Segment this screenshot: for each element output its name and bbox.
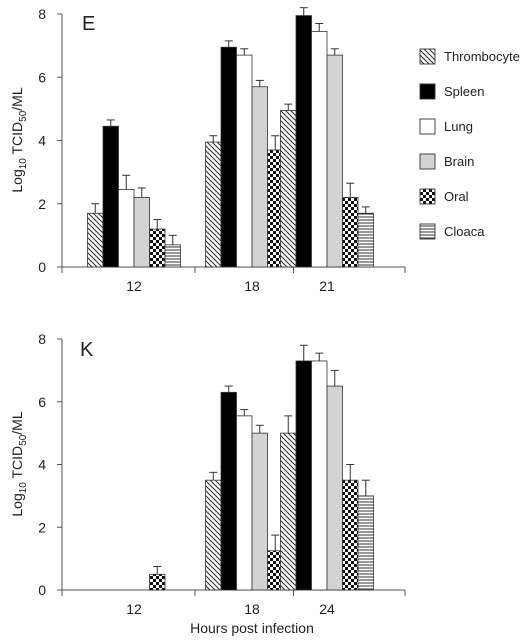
panel-e-y-tick-label: 0 bbox=[38, 259, 46, 275]
legend-swatch-cloaca bbox=[419, 223, 436, 240]
bar-e-brain-12 bbox=[133, 197, 150, 268]
bar-e-brain-18 bbox=[251, 86, 268, 268]
bar-k-brain-24 bbox=[326, 385, 343, 591]
legend-swatch-thrombocyte bbox=[419, 48, 436, 65]
legend-label-lung: Lung bbox=[444, 119, 473, 134]
bar-e-oral-12 bbox=[149, 228, 166, 268]
legend-swatch-brain bbox=[419, 153, 436, 170]
panel-e-y-tick-label: 8 bbox=[38, 6, 46, 22]
bar-k-brain-18 bbox=[251, 432, 268, 591]
legend-label-oral: Oral bbox=[444, 189, 469, 204]
bar-e-lung-12 bbox=[118, 189, 135, 268]
panel-e-plot: 0 2 4 6 8 12 18 21 bbox=[38, 6, 406, 294]
bar-e-thrombocyte-18 bbox=[205, 141, 222, 268]
bar-e-spleen-12 bbox=[102, 125, 119, 268]
panel-k-y-tick-label: 2 bbox=[38, 519, 46, 535]
bar-k-thrombocyte-18 bbox=[205, 479, 222, 591]
bar-k-spleen-24 bbox=[295, 360, 312, 591]
bar-k-oral-12 bbox=[149, 573, 166, 591]
bar-k-cloaca-24 bbox=[357, 495, 374, 591]
panel-e-y-tick-label: 6 bbox=[38, 69, 46, 85]
panel-e-x-tick-label: 21 bbox=[319, 278, 335, 294]
legend-swatch-oral bbox=[419, 188, 436, 205]
legend-label-thrombocyte: Thrombocyte bbox=[444, 49, 520, 64]
panel-k-y-tick-label: 0 bbox=[38, 582, 46, 598]
legend-swatch-spleen bbox=[419, 83, 436, 100]
panel-k-y-tick-label: 4 bbox=[38, 457, 46, 473]
bar-e-spleen-18 bbox=[220, 46, 237, 268]
legend-label-spleen: Spleen bbox=[444, 84, 484, 99]
panel-e: E Log10 TCID50/ML 0 2 4 6 8 12 18 21 bbox=[9, 6, 406, 294]
bar-e-spleen-21 bbox=[295, 15, 312, 268]
panel-e-y-tick-label: 2 bbox=[38, 196, 46, 212]
bar-k-thrombocyte-24 bbox=[280, 432, 297, 591]
bar-e-lung-21 bbox=[311, 30, 328, 268]
panel-k-x-tick-label: 18 bbox=[244, 601, 260, 617]
bar-k-oral-24 bbox=[342, 479, 359, 591]
bar-e-brain-21 bbox=[326, 54, 343, 268]
panel-k-x-axis-label: Hours post infection bbox=[190, 620, 314, 636]
bar-k-lung-24 bbox=[311, 360, 328, 591]
bar-e-cloaca-12 bbox=[164, 244, 181, 268]
bar-e-cloaca-21 bbox=[357, 212, 374, 268]
panel-k-x-tick-label: 24 bbox=[319, 601, 335, 617]
bar-k-spleen-18 bbox=[220, 391, 237, 591]
panel-e-x-tick-label: 18 bbox=[244, 278, 260, 294]
panel-e-label: E bbox=[82, 13, 95, 35]
panel-e-y-axis-label: Log10 TCID50/ML bbox=[9, 87, 29, 192]
panel-k-y-axis-label: Log10 TCID50/ML bbox=[9, 411, 29, 516]
legend-label-brain: Brain bbox=[444, 154, 474, 169]
legend-label-cloaca: Cloaca bbox=[444, 224, 485, 239]
bar-e-lung-18 bbox=[236, 54, 253, 268]
panel-k-x-tick-label: 12 bbox=[126, 601, 142, 617]
panel-k-label: K bbox=[80, 339, 94, 361]
panel-k-y-tick-label: 8 bbox=[38, 331, 46, 347]
panel-e-x-tick-label: 12 bbox=[126, 278, 142, 294]
panel-k-y-tick-label: 6 bbox=[38, 394, 46, 410]
bar-e-oral-21 bbox=[342, 197, 359, 268]
legend: Thrombocyte Spleen Lung Brain Oral Cloaca bbox=[419, 48, 520, 240]
bar-e-thrombocyte-12 bbox=[87, 212, 104, 268]
legend-swatch-lung bbox=[419, 118, 436, 135]
bar-e-thrombocyte-21 bbox=[280, 110, 297, 268]
panel-e-y-tick-label: 4 bbox=[38, 133, 46, 149]
bar-k-lung-18 bbox=[236, 415, 253, 591]
